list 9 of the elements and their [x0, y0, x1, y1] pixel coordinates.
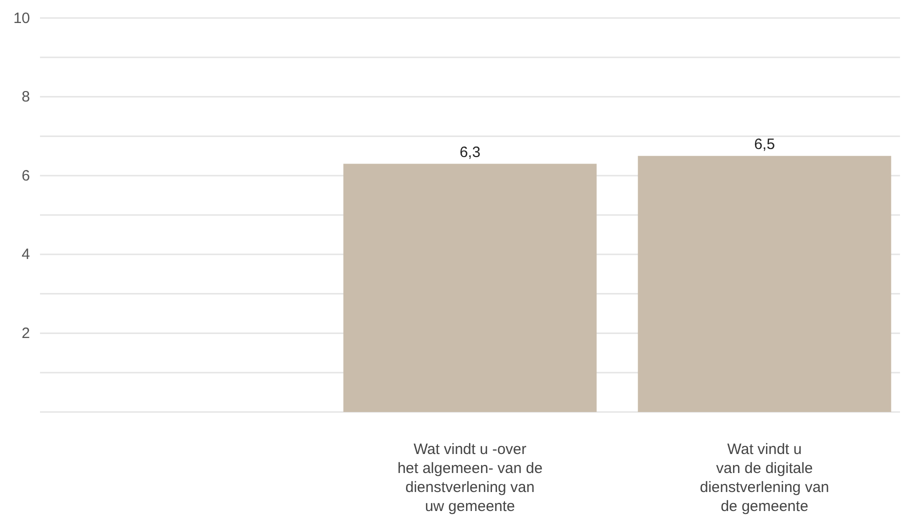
- y-tick-label: 2: [22, 325, 30, 342]
- x-tick-label: Wat vindt u van de digitale dienstverlening van de gemeente: [700, 441, 830, 515]
- y-tick-label: 8: [22, 88, 30, 106]
- data-label: 6,3: [460, 144, 480, 161]
- x-tick-label: Wat vindt u -over het algemeen- van de dienstverlening van uw gemeente: [397, 441, 543, 515]
- y-tick-label: 4: [22, 246, 30, 264]
- data-label: 6,5: [754, 136, 775, 153]
- y-tick-label: 6: [22, 167, 30, 184]
- y-tick-label: 10: [13, 10, 30, 27]
